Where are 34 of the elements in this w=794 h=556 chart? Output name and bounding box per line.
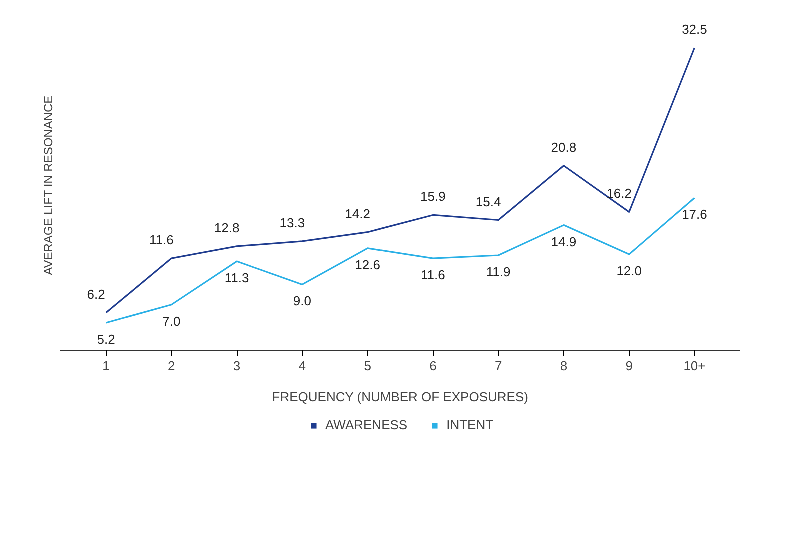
data-label: 11.3 [224, 270, 250, 286]
x-tick-label: 1 [102, 358, 110, 374]
data-label: 20.8 [551, 140, 577, 155]
data-label: 15.4 [476, 194, 502, 210]
data-label: 7.0 [162, 314, 181, 329]
x-tick-label: 10+ [684, 358, 706, 374]
x-tick-label: 5 [364, 358, 372, 374]
x-tick-label: 4 [298, 358, 306, 374]
data-label: 5.2 [97, 332, 116, 347]
data-label: 17.6 [682, 207, 708, 222]
data-label: 14.2 [345, 206, 370, 222]
x-tick-label: 2 [168, 358, 176, 374]
x-axis-title: FREQUENCY (NUMBER OF EXPOSURES) [272, 390, 528, 404]
x-tick-label: 7 [494, 358, 502, 374]
x-tick-label: 3 [233, 358, 241, 374]
data-label: 11.9 [486, 264, 511, 280]
data-label: 11.6 [421, 268, 446, 283]
x-tick-label: 8 [560, 358, 568, 374]
y-axis-title: AVERAGE LIFT IN RESONANCE [42, 96, 56, 276]
data-label: 12.8 [214, 220, 240, 236]
data-label: 12.0 [616, 264, 642, 278]
data-label: 9.0 [293, 294, 312, 309]
x-tick-label: 9 [626, 358, 633, 374]
data-label: 12.6 [355, 257, 380, 272]
data-label: 14.9 [551, 234, 577, 250]
data-label: 15.9 [420, 189, 446, 204]
data-label: 13.3 [280, 215, 306, 230]
data-label: 6.2 [87, 286, 106, 302]
legend-label: INTENT [446, 418, 494, 432]
data-label: 16.2 [606, 186, 632, 202]
x-tick-label: 6 [430, 358, 437, 374]
data-label: 11.6 [149, 232, 174, 248]
data-label: 32.5 [682, 22, 708, 37]
legend-label: AWARENESS [325, 418, 408, 432]
